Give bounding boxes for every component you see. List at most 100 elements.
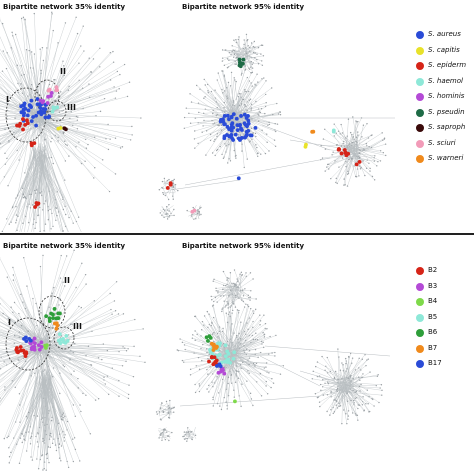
gene-node — [252, 132, 254, 134]
gene-node — [109, 51, 112, 54]
edge — [48, 347, 145, 363]
gene-node — [78, 141, 80, 143]
gene-node — [216, 79, 218, 81]
edge-group — [8, 368, 81, 471]
gene-node — [198, 383, 200, 385]
edge — [17, 118, 33, 195]
gene-node — [263, 367, 266, 369]
gene-node — [235, 57, 237, 59]
gene-node — [252, 326, 254, 329]
gene-node — [21, 441, 23, 444]
gene-node — [90, 71, 92, 73]
gene-node — [226, 67, 229, 69]
edge — [247, 46, 254, 59]
genome-node — [304, 142, 308, 147]
gene-node — [12, 274, 15, 276]
gene-node — [339, 133, 341, 135]
gene-node — [266, 141, 268, 144]
gene-node — [216, 376, 218, 378]
edge — [204, 315, 228, 353]
gene-node — [346, 368, 348, 370]
edge — [0, 36, 34, 115]
gene-node — [87, 143, 89, 146]
gene-node — [383, 137, 386, 139]
edge — [186, 427, 188, 437]
gene-node — [114, 137, 117, 139]
gene-node — [1, 230, 4, 232]
edge — [19, 352, 38, 423]
gene-node — [358, 175, 360, 177]
gene-node — [246, 76, 249, 79]
gene-node — [79, 460, 81, 462]
edge — [36, 111, 59, 142]
gene-node — [213, 300, 215, 303]
edge — [356, 140, 383, 155]
gene-node — [343, 140, 345, 143]
gene-node — [186, 440, 188, 442]
edge — [40, 349, 140, 357]
gene-node — [95, 115, 97, 117]
genome-node — [242, 112, 247, 117]
edge — [8, 322, 38, 340]
gene-node — [252, 338, 255, 341]
gene-node — [99, 47, 101, 49]
gene-node — [356, 141, 358, 143]
edge — [246, 54, 257, 60]
gene-node — [12, 266, 14, 269]
edge — [169, 183, 174, 195]
edge — [4, 351, 40, 439]
gene-node — [221, 378, 224, 381]
gene-node — [223, 342, 225, 345]
genome-node — [212, 361, 217, 366]
edge — [161, 408, 169, 411]
edge — [8, 351, 49, 437]
genome-node — [204, 335, 209, 340]
edge — [218, 73, 233, 116]
gene-node — [236, 56, 238, 59]
gene-node — [54, 79, 56, 81]
gene-node — [193, 138, 196, 140]
gene-node — [351, 158, 353, 160]
edge — [236, 53, 247, 57]
genome-node — [222, 114, 227, 118]
genome-node — [54, 85, 59, 90]
gene-node — [10, 306, 12, 308]
edge — [221, 289, 229, 312]
gene-node — [113, 300, 116, 302]
edge — [15, 147, 36, 207]
gene-node — [197, 212, 199, 215]
gene-node — [226, 283, 228, 286]
edge — [44, 58, 90, 116]
gene-node — [85, 394, 87, 397]
edge — [234, 345, 245, 353]
gene-node — [50, 141, 52, 143]
edge — [351, 146, 370, 151]
edge-group — [221, 33, 265, 76]
gene-node — [229, 272, 232, 274]
gene-node — [244, 65, 247, 67]
edge — [158, 429, 169, 441]
gene-node — [254, 83, 256, 86]
genome-node — [226, 351, 231, 356]
edge — [31, 377, 45, 437]
gene-node — [13, 301, 16, 304]
edge — [354, 121, 357, 155]
gene-node — [114, 173, 117, 175]
gene-node — [338, 356, 340, 358]
gene-node — [119, 73, 121, 76]
gene-node — [3, 176, 6, 178]
gene-node — [168, 407, 170, 410]
gene-node — [358, 357, 360, 360]
gene-node — [214, 296, 217, 299]
edge — [158, 430, 166, 440]
genome-node — [33, 341, 37, 346]
gene-node — [44, 200, 47, 202]
genome-node — [29, 119, 34, 124]
gene-node — [367, 358, 370, 360]
gene-node — [248, 350, 251, 352]
gene-node — [232, 100, 235, 102]
genome-node — [47, 319, 52, 323]
gene-node — [255, 362, 258, 365]
gene-node — [361, 404, 364, 406]
genome-node — [32, 336, 37, 341]
